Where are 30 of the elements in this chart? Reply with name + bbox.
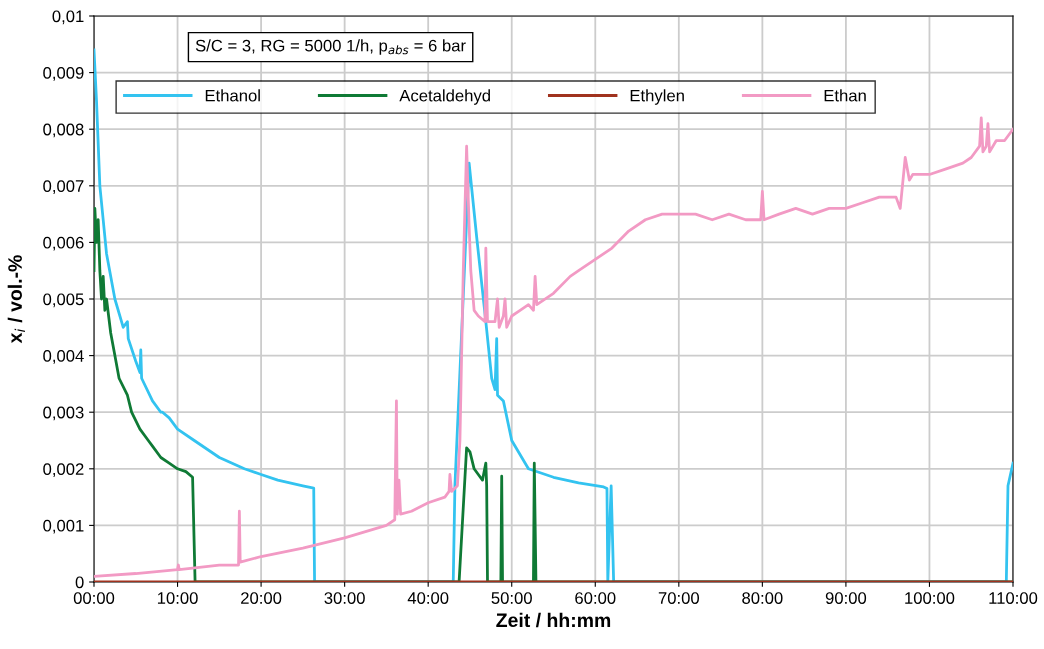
y-tick-label: 0,01 xyxy=(52,10,84,25)
x-tick-label: 40:00 xyxy=(407,592,449,604)
x-tick-label: 30:00 xyxy=(324,592,365,604)
y-tick-label: 0,001 xyxy=(43,519,84,534)
y-tick-label: 0 xyxy=(75,576,84,589)
annotation: S/C = 3, RG = 5000 1/h, p$_{abs}$ = 6 bar xyxy=(195,39,466,55)
x-tick-label: 50:00 xyxy=(491,592,532,604)
x-tick-label: 100:00 xyxy=(905,592,955,604)
y-tick-label: 0,002 xyxy=(43,463,84,477)
y-tick-label: 0,007 xyxy=(43,180,84,194)
legend-label: Ethan xyxy=(824,89,866,102)
x-tick-label: 00:00 xyxy=(73,592,115,604)
y-axis-title: x$_{i}$ / vol.-% xyxy=(7,255,25,344)
legend-label: Ethanol xyxy=(205,89,260,102)
x-axis-title: Zeit / hh:mm xyxy=(496,612,611,628)
x-tick-label: 90:00 xyxy=(825,592,867,604)
x-tick-label: 80:00 xyxy=(742,592,783,604)
y-tick-label: 0,009 xyxy=(43,67,84,81)
x-tick-label: 20:00 xyxy=(241,592,282,604)
legend-label: Acetaldehyd xyxy=(399,89,490,105)
y-tick-label: 0,005 xyxy=(43,293,84,308)
x-tick-label: 10:00 xyxy=(157,592,198,604)
x-tick-label: 60:00 xyxy=(575,592,616,604)
x-tick-label: 110:00 xyxy=(989,592,1038,604)
y-tick-label: 0,008 xyxy=(43,123,84,138)
y-tick-label: 0,006 xyxy=(43,236,84,251)
legend-label: Ethylen xyxy=(630,89,684,105)
y-tick-label: 0,004 xyxy=(43,350,84,364)
y-tick-label: 0,003 xyxy=(43,406,84,421)
x-tick-label: 70:00 xyxy=(658,592,700,604)
